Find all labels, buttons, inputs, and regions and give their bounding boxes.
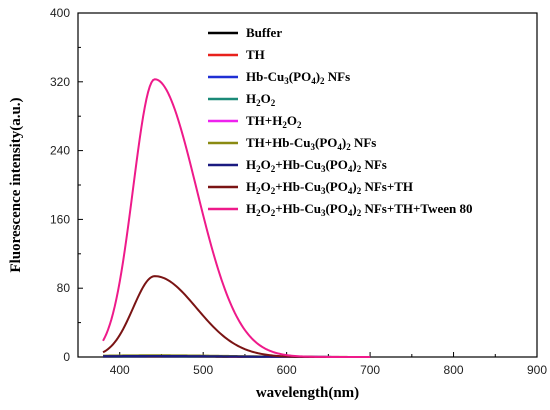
legend-text-part: TH+H xyxy=(246,113,282,128)
y-tick-label: 400 xyxy=(50,6,70,20)
legend-subscript: 4 xyxy=(348,164,353,174)
legend-subscript: 3 xyxy=(321,186,326,196)
legend-text-part: +Hb-Cu xyxy=(275,201,321,216)
legend-text-part: TH+Hb-Cu xyxy=(246,135,310,150)
legend-text-part: O xyxy=(261,201,271,216)
legend-text-part: ) xyxy=(342,135,346,150)
legend-subscript: 3 xyxy=(321,208,326,218)
legend-text-part: +Hb-Cu xyxy=(275,179,321,194)
legend-text-part: NFs xyxy=(361,157,387,172)
legend-subscript: 2 xyxy=(282,120,287,130)
legend-text-part: Hb-Cu xyxy=(246,69,284,84)
legend-subscript: 4 xyxy=(348,186,353,196)
legend-text-part: TH xyxy=(246,47,265,62)
y-axis-title: Fluorescence intensity(a.u.) xyxy=(8,97,24,272)
legend-subscript: 4 xyxy=(348,208,353,218)
y-tick-label: 240 xyxy=(50,144,70,158)
legend-text-part: O xyxy=(261,179,271,194)
legend-label-1: Buffer xyxy=(246,25,282,40)
legend-text-part: (PO xyxy=(289,69,311,84)
legend-label-3: Hb-Cu3(PO4)2 NFs xyxy=(246,69,350,86)
legend-subscript: 2 xyxy=(297,120,302,130)
legend-subscript: 2 xyxy=(271,208,276,218)
legend-text-part: O xyxy=(287,113,297,128)
legend-text-part: ) xyxy=(352,157,356,172)
legend-text-part: (PO xyxy=(315,135,337,150)
x-tick-label: 900 xyxy=(527,363,547,377)
x-axis-title: wavelength(nm) xyxy=(256,385,359,401)
series-layer xyxy=(102,78,371,358)
x-tick-label: 400 xyxy=(110,363,130,377)
legend-text-part: ) xyxy=(352,179,356,194)
legend-label-8: H2O2+Hb-Cu3(PO4)2 NFs+TH xyxy=(246,179,413,196)
x-tick-label: 800 xyxy=(444,363,464,377)
legend-subscript: 2 xyxy=(357,186,362,196)
legend-text-part: +Hb-Cu xyxy=(275,157,321,172)
legend-subscript: 3 xyxy=(310,142,315,152)
legend-label-9: H2O2+Hb-Cu3(PO4)2 NFs+TH+Tween 80 xyxy=(246,201,473,218)
legend-text-part: (PO xyxy=(325,201,347,216)
legend-subscript: 2 xyxy=(357,164,362,174)
legend-text-part: NFs+TH+Tween 80 xyxy=(361,201,472,216)
legend-subscript: 2 xyxy=(256,186,261,196)
legend-label-5: TH+H2O2 xyxy=(246,113,302,130)
legend-text-part: O xyxy=(261,91,271,106)
legend-text-part: ) xyxy=(316,69,320,84)
legend-subscript: 4 xyxy=(337,142,342,152)
legend-subscript: 2 xyxy=(271,186,276,196)
legend-subscript: 3 xyxy=(284,76,289,86)
plot-area xyxy=(77,12,538,358)
legend-subscript: 2 xyxy=(271,98,276,108)
legend-label-2: TH xyxy=(246,47,265,62)
legend-subscript: 3 xyxy=(321,164,326,174)
legend-subscript: 4 xyxy=(311,76,316,86)
legend-text-part: ) xyxy=(352,201,356,216)
legend-label-4: H2O2 xyxy=(246,91,276,108)
y-tick-label: 160 xyxy=(50,212,70,226)
y-tick-label: 80 xyxy=(57,281,71,295)
legend-subscript: 2 xyxy=(357,208,362,218)
legend-subscript: 2 xyxy=(271,164,276,174)
legend-text-part: Buffer xyxy=(246,25,282,40)
legend-text-part: H xyxy=(246,201,256,216)
x-tick-label: 600 xyxy=(277,363,297,377)
y-tick-label: 320 xyxy=(50,75,70,89)
legend-subscript: 2 xyxy=(320,76,325,86)
legend-text-part: H xyxy=(246,157,256,172)
legend-text-part: NFs xyxy=(325,69,351,84)
legend-text-part: H xyxy=(246,179,256,194)
x-tick-label: 500 xyxy=(193,363,213,377)
legend-label-7: H2O2+Hb-Cu3(PO4)2 NFs xyxy=(246,157,387,174)
legend-subscript: 2 xyxy=(256,164,261,174)
y-axis-ticks: 0 80 160 240 320 400 xyxy=(50,6,83,364)
legend-subscript: 2 xyxy=(346,142,351,152)
legend-text-part: NFs+TH xyxy=(361,179,413,194)
legend-text-part: O xyxy=(261,157,271,172)
legend-label-6: TH+Hb-Cu3(PO4)2 NFs xyxy=(246,135,376,152)
legend-text-part: (PO xyxy=(325,179,347,194)
x-tick-label: 700 xyxy=(360,363,380,377)
legend-text-part: (PO xyxy=(325,157,347,172)
legend-text-part: H xyxy=(246,91,256,106)
legend-subscript: 2 xyxy=(256,208,261,218)
legend-text-part: NFs xyxy=(351,135,377,150)
y-tick-label: 0 xyxy=(63,350,70,364)
legend-subscript: 2 xyxy=(256,98,261,108)
series-line-9 xyxy=(102,78,371,358)
